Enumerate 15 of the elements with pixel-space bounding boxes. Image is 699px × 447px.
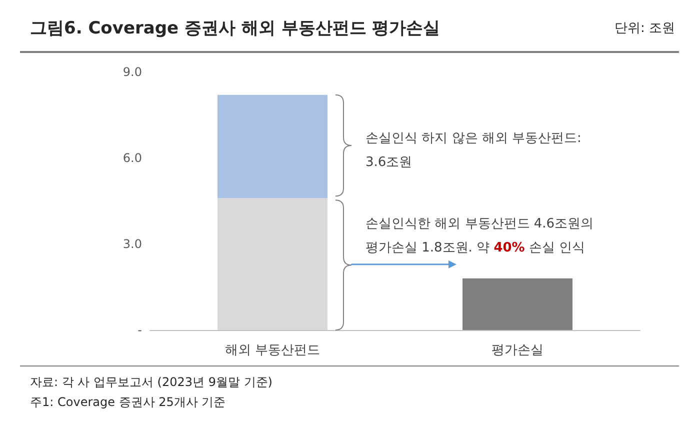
bar xyxy=(218,94,328,198)
text: 주1: Coverage 증권사 25개사 기준 xyxy=(30,395,226,409)
bar xyxy=(218,198,328,330)
x-tick-label: 해외 부동산펀드 xyxy=(224,343,320,358)
y-tick-label: 9.0 xyxy=(122,65,142,79)
y-tick-label: 3.0 xyxy=(122,237,142,251)
chart-subtitle: 단위: 조원 xyxy=(614,21,676,36)
annotation: 손실인식 하지 않은 해외 부동산펀드: 3.6조원 xyxy=(366,131,582,170)
y-tick-label: 6.0 xyxy=(122,151,142,165)
chart-title: 그림6. Coverage 증권사 해외 부동산펀드 평가손실 xyxy=(30,18,440,38)
text: 자료: 각 사 업무보고서 (2023년 9월말 기준) xyxy=(30,375,272,389)
annotation: 손실인식한 해외 부동산펀드 4.6조원의 평가손실 1.8조원. 약 40% 손실 인식 xyxy=(366,216,594,256)
x-tick-label: 평가손실 xyxy=(492,343,544,358)
bar xyxy=(462,278,572,330)
y-tick-label: - xyxy=(138,323,142,337)
